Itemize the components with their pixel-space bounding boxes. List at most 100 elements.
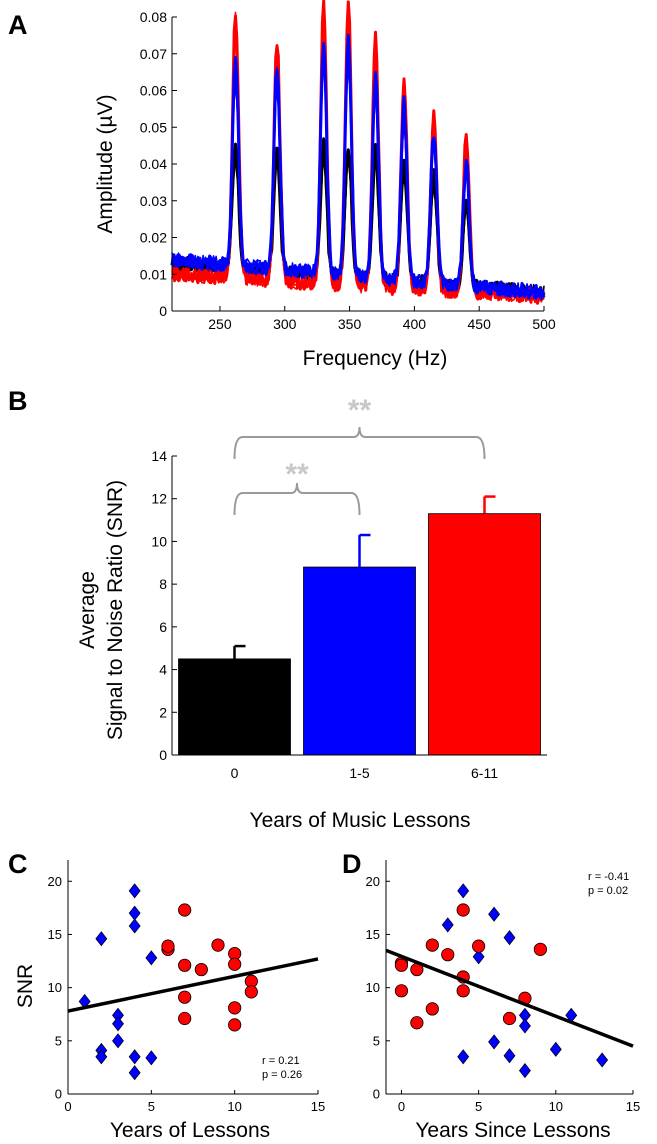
panel-d-r-value: r = -0.41	[588, 871, 629, 883]
panel-b-label: B	[8, 386, 28, 416]
panel-c-label: C	[8, 849, 28, 879]
panel-a-y-tick-label: 0.08	[140, 9, 167, 25]
panel-d-diamond-point	[457, 1049, 470, 1065]
panel-d-circle-point	[425, 938, 439, 952]
panel-d-diamond-point	[441, 917, 454, 933]
panel-d-circle-point	[425, 1002, 439, 1016]
panel-b-y-tick-label: 0	[159, 747, 167, 763]
panel-d-diamond-point	[488, 1034, 501, 1050]
panel-c-x-tick-label: 5	[148, 1099, 155, 1114]
panel-c-diamond-point	[128, 883, 141, 899]
panel-c-diamond-point	[95, 1049, 108, 1065]
panel-c-diamond-point	[128, 918, 141, 934]
panel-a-ticks: 0 0.01 0.02 0.03 0.04 0.05 0.06 0.07 0.08 250 300 3…	[140, 9, 556, 332]
panel-c-diamond-point	[145, 1050, 158, 1066]
significance-bracket-0-vs-6-11	[233, 426, 486, 460]
panel-c-x-axis-label: Years of Lessons	[110, 1119, 270, 1142]
panel-c-y-tick-label: 5	[55, 1033, 62, 1048]
panel-d-diamond-point	[549, 1041, 562, 1057]
panel-a-trace-one_to_five-3	[171, 59, 545, 300]
panel-d-diamond-point	[488, 906, 501, 922]
significance-stars-0-vs-1-5: **	[285, 458, 309, 491]
panel-d-circle-point	[456, 903, 470, 917]
panel-c-y-tick-label: 10	[48, 980, 62, 995]
panel-d-x-tick-label: 0	[398, 1099, 405, 1114]
significance-bracket-0-vs-1-5	[233, 482, 361, 516]
panel-c-x-tick-label: 10	[227, 1099, 241, 1114]
panel-b-x-tick-label: 0	[231, 765, 239, 781]
panel-a-y-tick-label: 0.02	[140, 230, 167, 246]
panel-c-circle-point	[161, 939, 175, 953]
panel-c-fit-line	[67, 957, 319, 1013]
panel-d-diamond-point	[518, 1063, 531, 1079]
panel-d-plot-area: 0 5 10 15 20 0 5 10 15	[366, 860, 640, 1114]
panel-b-x-tick-label: 6-11	[471, 765, 498, 781]
panel-a-x-tick-label: 250	[208, 316, 232, 332]
panel-d-circle-point	[456, 984, 470, 998]
bar-6-11	[428, 513, 541, 756]
panel-c-x-tick-label: 0	[64, 1099, 71, 1114]
panel-c-diamond-point	[112, 1033, 124, 1049]
panel-d-y-tick-label: 20	[366, 874, 380, 889]
bar-0	[178, 658, 291, 756]
panel-b-y-axis-label-line2: Signal to Noise Ratio (SNR)	[104, 480, 127, 740]
panel-d-diamond-point	[596, 1052, 609, 1068]
panel-c-circle-point	[178, 1011, 192, 1026]
panel-c-diamond-point	[95, 931, 108, 947]
panel-d-y-tick-label: 15	[366, 927, 380, 942]
panel-c-scatter-chart: 0 5 10 15 20 0 5 10 15 SNR Years of Lessons r = …	[14, 860, 325, 1142]
panel-a-y-tick-label: 0.04	[140, 156, 167, 172]
panel-c-y-tick-label: 0	[55, 1087, 62, 1102]
panel-c-r-value: r = 0.21	[262, 1055, 300, 1067]
panel-b-y-tick-label: 14	[151, 448, 167, 464]
panel-b-bar-chart: ** ** 0 1-5 6-11 0 2 4 6 8 10 12 14 Average Signal t…	[76, 394, 547, 832]
panel-d-x-axis-label: Years Since Lessons	[415, 1119, 610, 1142]
panel-c-plot-area: 0 5 10 15 20 0 5 10 15	[48, 860, 325, 1114]
panel-c-diamond-point	[128, 1065, 141, 1081]
panel-d-diamond-point	[503, 930, 516, 946]
panel-d-y-tick-label: 5	[373, 1033, 380, 1048]
panel-d-circle-point	[410, 1016, 424, 1030]
panel-a-y-axis-label: Amplitude (µV)	[94, 94, 117, 233]
panel-d-circle-point	[502, 1011, 517, 1026]
panel-b-x-tick-label: 1-5	[349, 765, 369, 781]
panel-b-y-tick-label: 8	[159, 576, 167, 592]
panel-a-y-tick-label: 0.07	[140, 46, 167, 62]
panel-d-x-tick-label: 5	[475, 1099, 482, 1114]
panel-c-diamond-point	[145, 950, 158, 966]
panel-a-y-tick-label: 0.03	[140, 193, 167, 209]
panel-a-x-tick-label: 350	[338, 316, 362, 332]
panel-c-circle-point	[228, 1018, 242, 1032]
panel-d-label: D	[342, 849, 362, 879]
panel-b-plot-area: ** ** 0 1-5 6-11 0 2 4 6 8 10 12 14	[151, 394, 547, 781]
panel-c-diamond-point	[112, 1016, 124, 1032]
panel-b-y-axis-label-line1: Average	[76, 571, 99, 649]
panel-d-diamond-point	[457, 883, 470, 899]
panel-d-circle-point	[441, 948, 455, 962]
panel-a-label: A	[8, 10, 28, 40]
panel-c-circle-point	[178, 903, 192, 917]
panel-d-x-tick-label: 15	[626, 1099, 640, 1114]
panel-b-y-tick-label: 10	[151, 533, 167, 549]
panel-d-fit-line	[385, 948, 634, 1048]
panel-c-diamond-point	[128, 905, 141, 921]
panel-d-circle-point	[394, 958, 409, 972]
panel-c-y-tick-label: 20	[48, 874, 62, 889]
panel-b-x-axis-label: Years of Music Lessons	[249, 809, 470, 832]
panel-a-x-tick-label: 450	[468, 316, 492, 332]
panel-a-x-tick-label: 400	[403, 316, 427, 332]
bar-1-5	[303, 566, 416, 756]
panel-a-x-tick-label: 500	[532, 316, 556, 332]
panel-c-circle-point	[228, 957, 242, 971]
panel-a-plot-area	[170, 0, 546, 305]
panel-b-y-tick-label: 2	[159, 704, 167, 720]
panel-d-circle-point	[533, 942, 547, 956]
panel-b-y-tick-label: 4	[159, 662, 167, 678]
panel-c-circle-point	[178, 990, 192, 1004]
panel-d-circle-point	[472, 939, 486, 953]
panel-d-diamond-point	[472, 949, 485, 965]
significance-stars-0-vs-6-11: **	[348, 394, 372, 427]
panel-d-diamond-point	[518, 1018, 531, 1034]
panel-c-x-tick-label: 15	[311, 1099, 325, 1114]
panel-a-x-tick-label: 300	[273, 316, 297, 332]
